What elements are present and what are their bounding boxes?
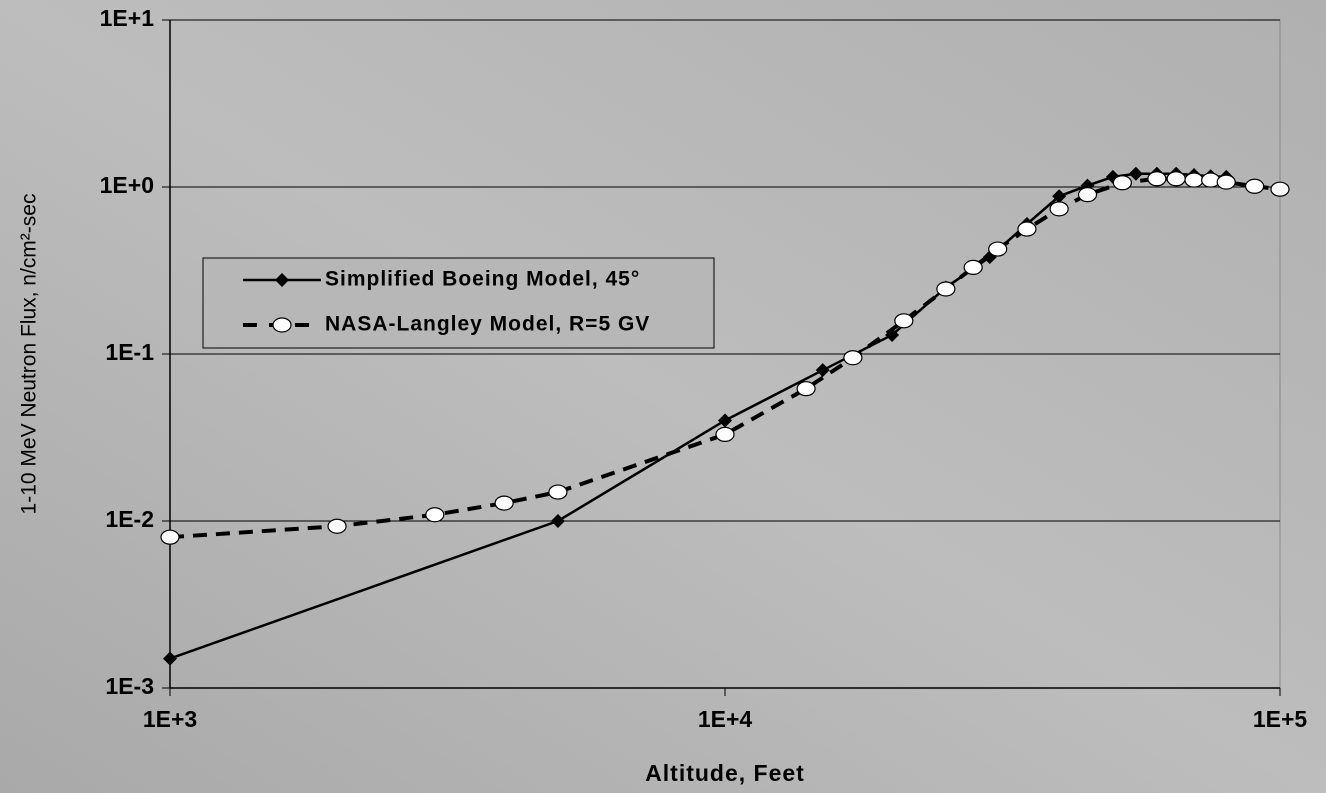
data-point	[1185, 173, 1203, 187]
data-point	[989, 242, 1007, 256]
data-point	[1113, 176, 1131, 190]
data-point	[964, 260, 982, 274]
data-point	[495, 496, 513, 510]
legend-marker	[273, 318, 291, 332]
data-point	[1079, 188, 1097, 202]
y-tick-label: 1E-2	[105, 506, 154, 532]
y-tick-label: 1E+1	[100, 5, 155, 31]
y-tick-label: 1E-3	[105, 673, 154, 699]
background	[0, 0, 1326, 793]
y-axis-label: 1-10 MeV Neutron Flux, n/cm²-sec	[18, 194, 41, 515]
x-tick-label: 1E+3	[143, 706, 197, 732]
legend-label: Simplified Boeing Model, 45°	[325, 268, 640, 291]
data-point	[937, 282, 955, 296]
data-point	[1018, 222, 1036, 236]
x-tick-label: 1E+5	[1253, 706, 1308, 732]
data-point	[844, 351, 862, 365]
x-tick-label: 1E+4	[698, 706, 753, 732]
data-point	[328, 519, 346, 533]
data-point	[549, 485, 567, 499]
x-axis-label: Altitude, Feet	[645, 760, 805, 786]
data-point	[797, 382, 815, 396]
data-point	[716, 427, 734, 441]
legend-label: NASA-Langley Model, R=5 GV	[325, 313, 650, 336]
data-point	[1246, 179, 1264, 193]
y-tick-label: 1E-1	[105, 339, 154, 365]
data-point	[1148, 172, 1166, 186]
data-point	[161, 530, 179, 544]
data-point	[1217, 175, 1235, 189]
legend: Simplified Boeing Model, 45° NASA-Langley…	[203, 258, 714, 348]
chart: Altitude, Feet 1-10 MeV Neutron Flux, n/…	[0, 0, 1326, 793]
data-point	[1167, 172, 1185, 186]
data-point	[1271, 182, 1289, 196]
data-point	[1050, 202, 1068, 216]
data-point	[426, 508, 444, 522]
y-tick-label: 1E+0	[100, 172, 154, 198]
data-point	[895, 314, 913, 328]
